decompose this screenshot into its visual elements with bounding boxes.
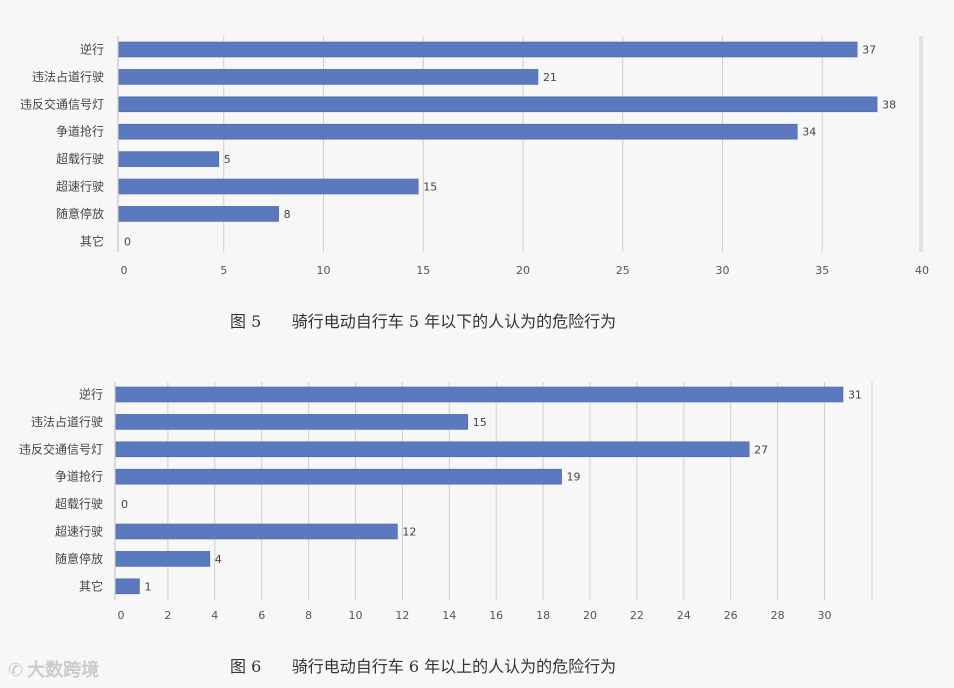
data-label: 1	[144, 580, 151, 593]
bar	[115, 386, 844, 403]
bar	[118, 151, 220, 167]
data-label: 12	[402, 526, 416, 539]
x-tick-label: 15	[416, 264, 430, 277]
bar	[118, 206, 279, 222]
data-label: 34	[802, 126, 816, 139]
x-tick-label: 22	[630, 609, 644, 622]
x-tick-label: 30	[716, 264, 730, 277]
x-tick-label: 0	[121, 264, 128, 277]
data-label: 31	[848, 389, 862, 402]
data-label: 5	[224, 153, 231, 166]
data-label: 15	[423, 181, 437, 194]
x-tick-label: 20	[583, 609, 597, 622]
data-label: 21	[543, 71, 557, 84]
x-tick-label: 25	[616, 264, 630, 277]
x-tick-label: 8	[305, 609, 312, 622]
data-label: 27	[754, 443, 768, 456]
bar	[115, 551, 211, 567]
category-label: 违反交通信号灯	[19, 441, 103, 456]
bar	[115, 523, 398, 540]
bar	[115, 578, 140, 595]
category-label: 违反交通信号灯	[20, 96, 104, 111]
x-tick-label: 24	[677, 609, 691, 622]
category-label: 逆行	[80, 42, 104, 57]
chart-5: 逆行 37 违法占道行驶 21 违反交通信号灯 38 争道抢行 34 超载行驶 5 超速行驶 15 随意…	[20, 36, 929, 277]
category-label: 违法占道行驶	[31, 414, 103, 429]
x-tick-label: 16	[489, 609, 503, 622]
category-label: 超载行驶	[56, 151, 104, 166]
data-label: 8	[284, 208, 291, 221]
bar	[118, 69, 539, 85]
x-tick-label: 40	[915, 264, 929, 277]
data-label: 19	[567, 471, 581, 484]
watermark-logo-icon: ✆	[8, 660, 24, 681]
data-label: 0	[121, 498, 128, 511]
x-tick-label: 2	[164, 609, 171, 622]
data-label: 0	[124, 235, 131, 248]
bar	[115, 441, 750, 458]
category-label: 随意停放	[55, 551, 103, 566]
watermark: ✆ 大数跨境	[8, 656, 99, 682]
bar	[115, 414, 469, 430]
x-tick-label: 10	[349, 609, 363, 622]
x-tick-label: 0	[118, 609, 125, 622]
category-label: 逆行	[79, 387, 103, 402]
bar	[118, 41, 858, 58]
category-label: 其它	[80, 233, 104, 248]
figure-5-caption: 图 5 骑行电动自行车 5 年以下的人认为的危险行为	[230, 312, 617, 331]
figure-6-caption: 图 6 骑行电动自行车 6 年以上的人认为的危险行为	[230, 657, 617, 676]
category-label: 超速行驶	[55, 524, 103, 539]
category-label: 超载行驶	[55, 496, 103, 511]
category-label: 争道抢行	[55, 469, 103, 484]
category-label: 争道抢行	[56, 124, 104, 139]
x-tick-label: 4	[211, 609, 218, 622]
category-label: 违法占道行驶	[32, 69, 104, 84]
x-tick-label: 5	[220, 264, 227, 277]
bar	[118, 178, 419, 195]
x-tick-label: 35	[815, 264, 829, 277]
data-label: 37	[862, 44, 876, 57]
bar	[118, 96, 878, 113]
data-label: 38	[882, 98, 896, 111]
bar	[118, 123, 798, 140]
x-tick-label: 30	[818, 609, 832, 622]
x-tick-label: 28	[771, 609, 785, 622]
data-label: 4	[215, 553, 222, 566]
x-tick-label: 12	[395, 609, 409, 622]
x-tick-label: 14	[442, 609, 456, 622]
watermark-text: 大数跨境	[27, 660, 100, 681]
bar	[115, 468, 562, 485]
x-tick-label: 10	[317, 264, 331, 277]
category-label: 超速行驶	[56, 179, 104, 194]
category-label: 随意停放	[56, 206, 104, 221]
data-label: 15	[473, 416, 487, 429]
x-tick-label: 6	[258, 609, 265, 622]
x-tick-label: 20	[516, 264, 530, 277]
category-label: 其它	[79, 578, 103, 593]
x-tick-label: 26	[724, 609, 738, 622]
x-tick-label: 18	[536, 609, 550, 622]
